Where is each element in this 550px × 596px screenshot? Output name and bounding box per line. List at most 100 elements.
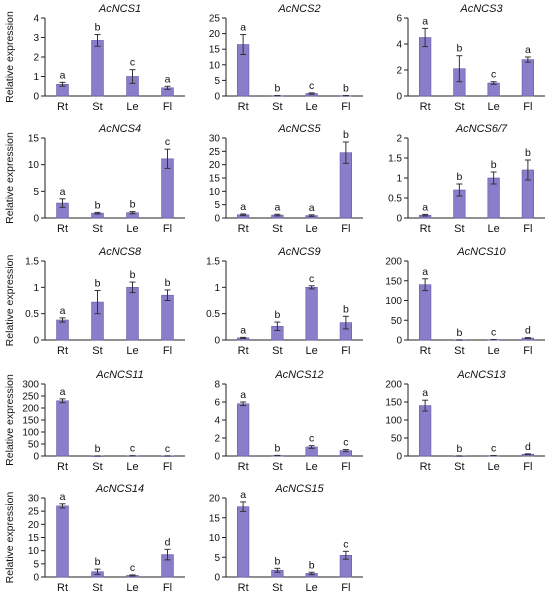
significance-letter: b (274, 555, 280, 567)
significance-letter: c (491, 443, 496, 455)
chart-panel-14: AcNCS15 0 5 10 15 20 a Rt b St b Le c Fl (209, 483, 363, 594)
y-tick-label: 15 (209, 45, 221, 56)
y-tick-label: 200 (22, 404, 39, 415)
chart-panel-8: AcNCS9 0 0.5 1 1.5 a Rt b St c Le b Fl (206, 246, 363, 357)
significance-letter: b (274, 83, 280, 95)
chart-panel-9: AcNCS10 0 50 100 150 200 a Rt b St c Le d Fl (385, 246, 545, 357)
significance-letter: b (456, 43, 462, 55)
chart-panel-1: AcNCS1 0 1 2 3 4 Relative expression a Rt b St c Le a… (4, 3, 185, 113)
significance-letter: a (60, 491, 66, 503)
y-tick-label: 1 (214, 283, 220, 294)
x-tick-label: Le (306, 582, 318, 594)
y-tick-label: 30 (28, 494, 40, 505)
x-tick-label: St (92, 101, 102, 113)
x-tick-label: Fl (523, 223, 532, 235)
significance-letter: b (491, 159, 497, 171)
x-tick-label: Rt (420, 345, 431, 357)
y-tick-label: 2 (214, 434, 220, 445)
y-tick-label: 0.5 (388, 194, 402, 205)
x-tick-label: Le (488, 345, 500, 357)
y-tick-label: 50 (391, 434, 403, 445)
significance-letter: c (309, 80, 314, 92)
x-tick-label: Rt (57, 101, 68, 113)
significance-letter: a (165, 73, 171, 85)
y-tick-label: 0 (214, 452, 220, 463)
y-tick-label: 20 (209, 160, 221, 171)
significance-letter: b (95, 556, 101, 568)
y-axis-label: Relative expression (4, 492, 16, 584)
x-tick-label: St (454, 461, 464, 473)
significance-letter: c (343, 437, 348, 449)
y-tick-label: 0 (396, 92, 402, 103)
x-tick-label: Le (126, 461, 138, 473)
chart-title: AcNCS11 (95, 369, 143, 381)
bar (56, 400, 69, 457)
y-tick-label: 300 (22, 380, 39, 391)
y-tick-label: 0 (33, 336, 39, 347)
significance-letter: b (130, 199, 136, 211)
x-tick-label: Le (126, 101, 138, 113)
significance-letter: c (491, 69, 496, 81)
significance-letter: a (60, 69, 66, 81)
chart-title: AcNCS10 (456, 246, 506, 258)
y-axis-label: Relative expression (4, 255, 16, 347)
significance-letter: c (343, 538, 348, 550)
x-tick-label: Rt (57, 345, 68, 357)
significance-letter: a (240, 389, 246, 401)
y-tick-label: 15 (209, 174, 221, 185)
significance-letter: b (343, 303, 349, 315)
y-tick-label: 0 (214, 214, 220, 225)
significance-letter: b (95, 443, 101, 455)
y-tick-label: 5 (33, 187, 39, 198)
chart-title: AcNCS3 (459, 3, 503, 15)
significance-letter: b (309, 559, 315, 571)
y-tick-label: 0 (396, 214, 402, 225)
y-tick-label: 10 (28, 546, 40, 557)
x-tick-label: Le (126, 223, 138, 235)
y-tick-label: 25 (209, 147, 221, 158)
x-tick-label: St (272, 461, 282, 473)
x-tick-label: Le (306, 101, 318, 113)
significance-letter: b (274, 442, 280, 454)
x-tick-label: Fl (341, 461, 350, 473)
y-tick-label: 2 (396, 66, 402, 77)
y-tick-label: 150 (22, 416, 39, 427)
significance-letter: d (525, 441, 531, 453)
significance-letter: a (60, 186, 66, 198)
bar (56, 505, 69, 578)
y-tick-label: 1 (396, 174, 402, 185)
x-tick-label: St (92, 223, 102, 235)
y-tick-label: 4 (214, 416, 220, 427)
chart-title: AcNCS13 (456, 369, 506, 381)
x-tick-label: Rt (238, 582, 249, 594)
x-tick-label: St (454, 101, 464, 113)
bar (91, 40, 104, 97)
y-tick-label: 200 (385, 257, 402, 268)
x-tick-label: Le (306, 345, 318, 357)
x-tick-label: Le (306, 223, 318, 235)
bar (419, 284, 432, 341)
significance-letter: b (456, 171, 462, 183)
significance-letter: b (274, 309, 280, 321)
y-tick-label: 20 (209, 494, 221, 505)
significance-letter: a (309, 202, 315, 214)
x-tick-label: Rt (57, 461, 68, 473)
y-tick-label: 1.5 (206, 257, 220, 268)
significance-letter: a (60, 386, 66, 398)
x-tick-label: Fl (163, 101, 172, 113)
y-tick-label: 250 (22, 392, 39, 403)
significance-letter: a (240, 22, 246, 34)
bar (521, 59, 534, 97)
x-tick-label: St (92, 461, 102, 473)
significance-letter: c (491, 327, 496, 339)
significance-letter: b (165, 277, 171, 289)
y-tick-label: 10 (209, 533, 221, 544)
chart-panel-13: AcNCS14 0 5 10 15 20 25 30 Relative expression a R… (4, 483, 185, 594)
x-tick-label: Le (126, 345, 138, 357)
significance-letter: a (525, 44, 531, 56)
bar (305, 287, 318, 341)
significance-letter: b (525, 147, 531, 159)
chart-title: AcNCS1 (98, 3, 141, 15)
y-tick-label: 5 (33, 559, 39, 570)
y-tick-label: 0 (33, 92, 39, 103)
